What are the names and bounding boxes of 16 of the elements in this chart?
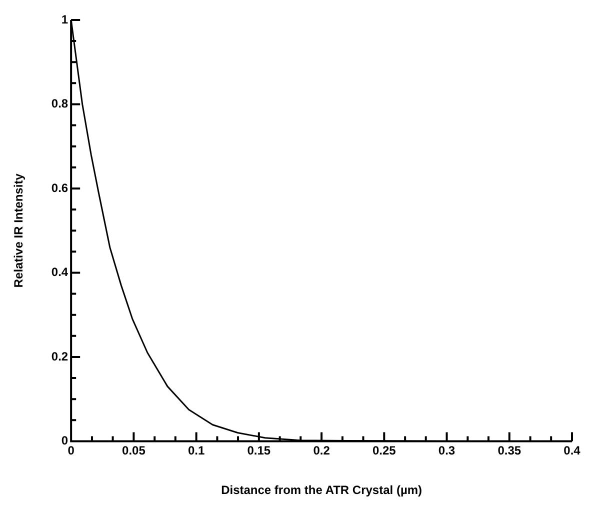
- x-tick-label: 0.05: [122, 444, 146, 458]
- x-tick-label: 0.4: [564, 444, 581, 458]
- y-tick-label: 0.8: [51, 96, 68, 111]
- y-tick-label: 0: [61, 434, 68, 448]
- y-tick-label: 0.4: [51, 265, 68, 280]
- x-tick-label: 0.25: [372, 444, 396, 458]
- x-axis-title: Distance from the ATR Crystal (µm): [221, 483, 422, 498]
- y-tick-label: 0.2: [51, 349, 68, 364]
- y-tick-label: 1: [61, 12, 68, 26]
- y-axis-title: Relative IR Intensity: [12, 173, 26, 288]
- y-tick-label: 0.6: [51, 180, 68, 195]
- x-tick-label: 0.35: [498, 444, 522, 458]
- x-tick-label: 0.2: [313, 444, 330, 458]
- x-tick-label: 0.3: [438, 444, 456, 458]
- x-tick-label: 0.1: [188, 444, 205, 458]
- x-tick-label: 0.15: [247, 444, 271, 458]
